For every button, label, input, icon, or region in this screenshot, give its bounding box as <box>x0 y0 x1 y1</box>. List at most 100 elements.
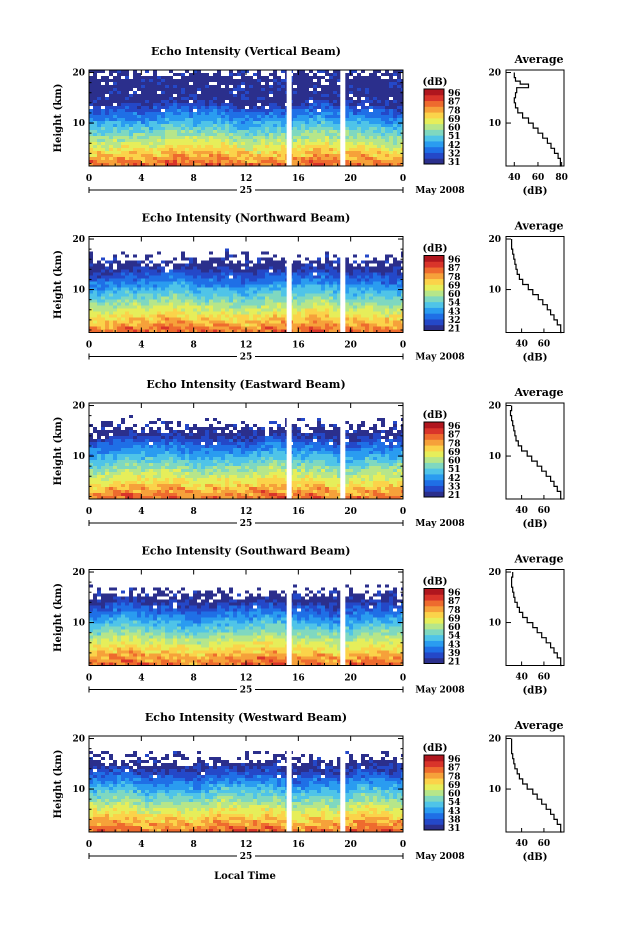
heatmap-cell <box>333 290 337 294</box>
heatmap-cell <box>237 85 241 88</box>
heatmap-cell <box>245 263 249 267</box>
heatmap-cell <box>257 154 261 157</box>
heatmap-cell <box>133 151 137 154</box>
heatmap-cell <box>329 139 333 142</box>
heatmap-cell <box>297 418 301 421</box>
heatmap-cell <box>301 151 305 154</box>
heatmap-cell <box>185 281 189 285</box>
heatmap-cell <box>181 148 185 151</box>
heatmap-cell <box>261 436 265 439</box>
heatmap-cell <box>357 278 361 282</box>
heatmap-cell <box>353 130 357 133</box>
heatmap-cell <box>233 160 237 163</box>
heatmap-cell <box>353 76 357 79</box>
heatmap-cell <box>397 260 401 264</box>
heatmap-cell <box>297 130 301 133</box>
heatmap-cell <box>249 320 253 324</box>
heatmap-cell <box>201 73 205 76</box>
heatmap-cell <box>105 157 109 160</box>
heatmap-cell <box>269 142 273 145</box>
heatmap-cell <box>257 139 261 142</box>
heatmap-cell <box>397 311 401 315</box>
heatmap-cell <box>241 133 245 136</box>
heatmap-cell <box>177 424 181 427</box>
heatmap-cell <box>345 308 349 312</box>
colorbar-tick-label: 42 <box>448 141 461 151</box>
heatmap-cell <box>277 85 281 88</box>
heatmap-cell <box>365 290 369 294</box>
heatmap-cell <box>109 100 113 103</box>
heatmap-cell <box>321 103 325 106</box>
heatmap-cell <box>193 296 197 300</box>
heatmap-cell <box>145 293 149 297</box>
heatmap-cell <box>165 145 169 148</box>
heatmap-cell <box>245 151 249 154</box>
heatmap-cell <box>189 278 193 282</box>
heatmap-cell <box>377 115 381 118</box>
heatmap-cell <box>253 263 257 267</box>
heatmap-cell <box>385 329 389 333</box>
heatmap-cell <box>221 323 225 327</box>
heatmap-cell <box>97 148 101 151</box>
heatmap-cell <box>157 296 161 300</box>
heatmap-cell <box>201 118 205 121</box>
heatmap-cell <box>193 427 197 430</box>
heatmap-cell <box>193 320 197 324</box>
heatmap-cell <box>105 290 109 294</box>
heatmap-cell <box>89 287 93 291</box>
heatmap-cell <box>249 275 253 279</box>
heatmap-cell <box>205 124 209 127</box>
heatmap-cell <box>245 311 249 315</box>
heatmap-cell <box>253 323 257 327</box>
heatmap-cell <box>173 263 177 267</box>
heatmap-cell <box>305 121 309 124</box>
heatmap-cell <box>177 151 181 154</box>
heatmap-cell <box>281 139 285 142</box>
heatmap-cell <box>129 305 133 309</box>
heatmap-cell <box>245 269 249 273</box>
heatmap-cell <box>337 73 341 76</box>
heatmap-cell <box>105 79 109 82</box>
heatmap-cell <box>181 157 185 160</box>
heatmap-cell <box>101 257 105 261</box>
heatmap-cell <box>189 139 193 142</box>
heatmap-cell <box>189 263 193 267</box>
heatmap-cell <box>297 154 301 157</box>
heatmap-cell <box>197 139 201 142</box>
heatmap-cell <box>381 308 385 312</box>
heatmap-cell <box>173 269 177 273</box>
heatmap-cell <box>125 148 129 151</box>
heatmap-cell <box>193 299 197 303</box>
heatmap-cell <box>153 317 157 321</box>
heatmap-cell <box>401 317 403 321</box>
heatmap-cell <box>237 157 241 160</box>
heatmap-cell <box>293 305 297 309</box>
heatmap-cell <box>277 118 281 121</box>
heatmap-cell <box>161 278 165 282</box>
heatmap-cell <box>381 118 385 121</box>
heatmap-cell <box>209 442 213 445</box>
heatmap-cell <box>333 260 337 264</box>
heatmap-cell <box>369 91 373 94</box>
heatmap-cell <box>157 293 161 297</box>
heatmap-cell <box>333 275 337 279</box>
heatmap-cell <box>321 329 325 333</box>
heatmap-cell <box>389 296 393 300</box>
heatmap-cell <box>153 430 157 433</box>
heatmap-cell <box>233 278 237 282</box>
heatmap-cell <box>269 115 273 118</box>
heatmap-cell <box>189 296 193 300</box>
heatmap-cell <box>241 106 245 109</box>
heatmap-cell <box>177 97 181 100</box>
heatmap-cell <box>261 124 265 127</box>
heatmap-cell <box>253 308 257 312</box>
heatmap-cell <box>385 163 389 166</box>
heatmap-cell <box>113 284 117 288</box>
heatmap-cell <box>373 275 377 279</box>
heatmap-cell <box>197 296 201 300</box>
heatmap-cell <box>241 326 245 330</box>
heatmap-cell <box>93 263 97 267</box>
heatmap-cell <box>101 130 105 133</box>
heatmap-cell <box>325 124 329 127</box>
heatmap-cell <box>209 142 213 145</box>
